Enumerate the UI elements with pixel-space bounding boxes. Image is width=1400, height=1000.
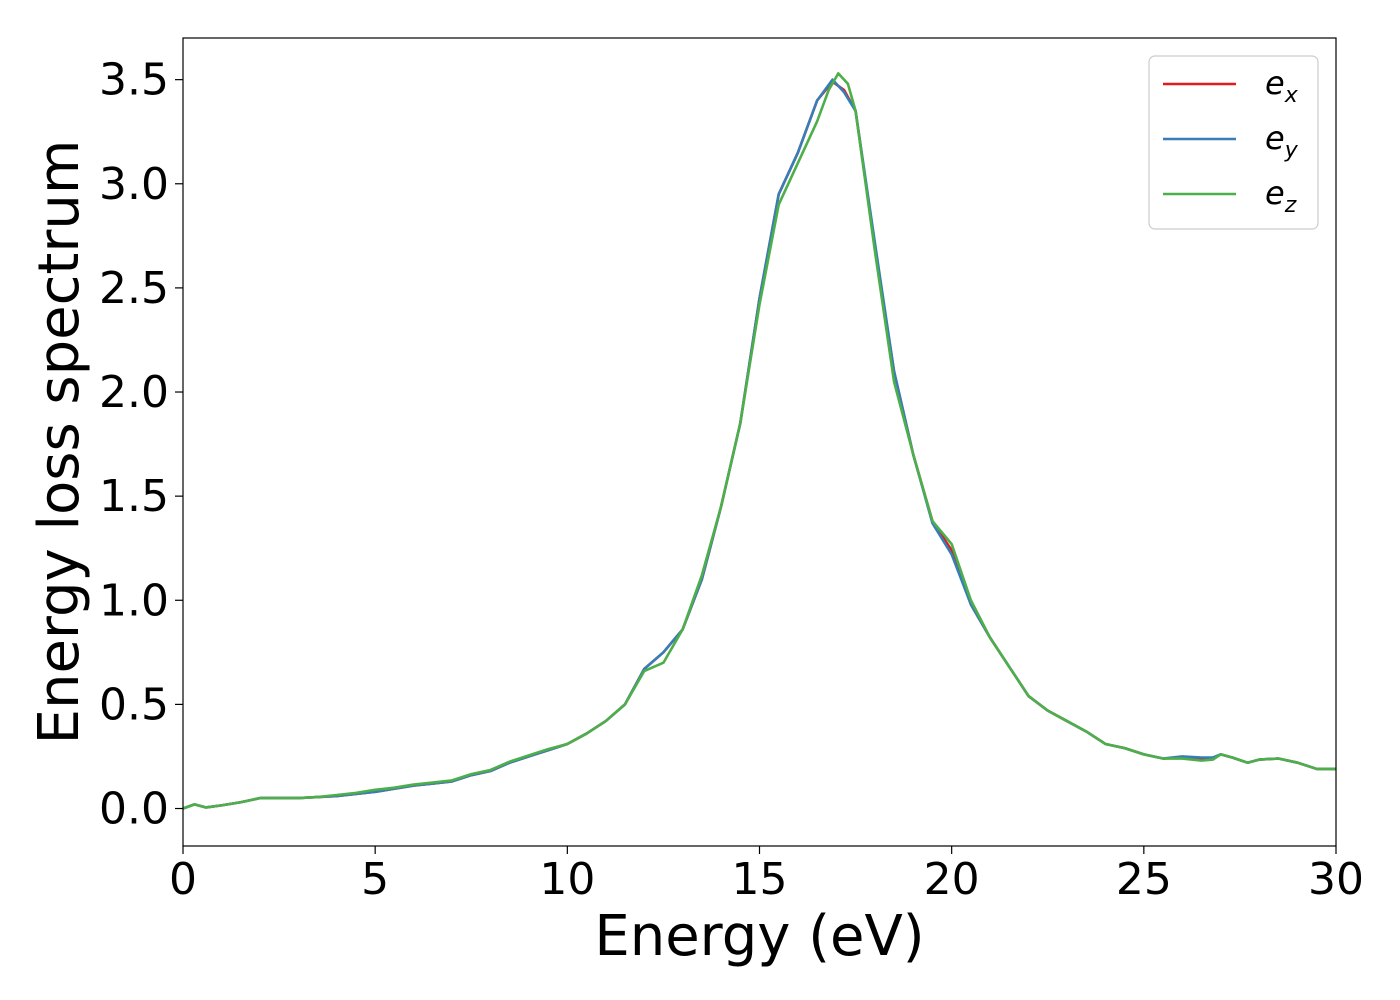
legend-box [1148, 55, 1319, 230]
x-tick-label: 20 [924, 854, 980, 905]
x-tick-label: 30 [1308, 854, 1364, 905]
y-tick-label: 3.5 [99, 55, 169, 106]
y-axis-ticks: 0.0 0.5 1.0 1.5 2.0 2.5 3.0 3.5 [99, 55, 183, 835]
series-layer [183, 72, 1336, 810]
x-tick-label: 25 [1116, 854, 1172, 905]
y-axis-label: Energy loss spectrum [27, 140, 92, 745]
legend-entry-e-z: ez [1265, 174, 1297, 218]
y-tick-label: 2.0 [99, 367, 169, 418]
y-tick-label: 2.5 [99, 263, 169, 314]
legend-entry-e-y: ey [1265, 119, 1299, 163]
x-tick-label: 0 [169, 854, 197, 905]
legend-entry-e-x: ex [1265, 64, 1299, 108]
x-axis-label: Energy (eV) [594, 904, 924, 969]
y-tick-label: 0.0 [99, 784, 169, 835]
y-tick-label: 1.5 [99, 471, 169, 522]
x-axis-ticks: 0 5 10 15 20 25 30 [169, 846, 1364, 905]
y-tick-label: 1.0 [99, 575, 169, 626]
y-tick-label: 0.5 [99, 679, 169, 730]
x-tick-label: 15 [732, 854, 788, 905]
x-tick-label: 5 [361, 854, 389, 905]
x-tick-label: 10 [539, 854, 595, 905]
y-tick-label: 3.0 [99, 159, 169, 210]
series-line-e-z [183, 72, 1336, 810]
legend: ex ey ez [1148, 55, 1319, 230]
